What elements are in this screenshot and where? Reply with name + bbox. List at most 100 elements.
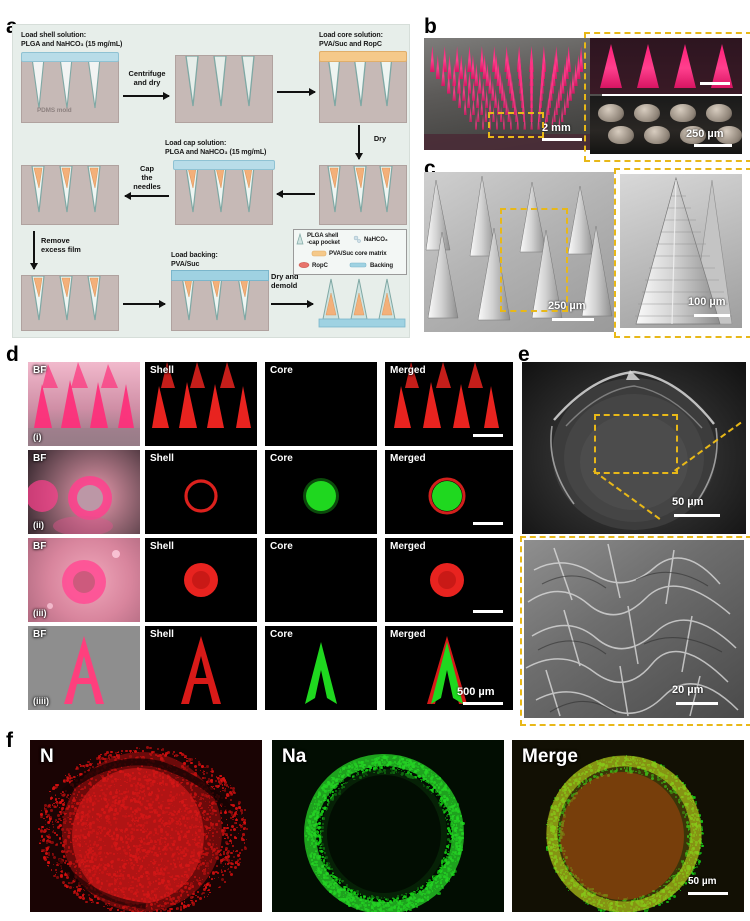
- panel-a-schematic: Load shell solution: PLGA and NaHCO₃ (15…: [12, 24, 410, 338]
- arrow-cap-label: Cap the needles: [125, 165, 169, 192]
- step5-caption: Load cap solution: PLGA and NaHCO₃ (15 m…: [165, 139, 317, 156]
- panel-d-row2-tag: (iii): [33, 608, 47, 618]
- panel-d-row3-tag: (iiii): [33, 696, 49, 706]
- panel-d-row3-core: Core: [265, 626, 377, 710]
- panel-f-na-structure: [272, 740, 504, 912]
- legend-item-3-label: RopC: [312, 262, 328, 269]
- arrow-dry-label: Dry: [367, 135, 393, 144]
- panel-d-row0-bf-label: BF: [33, 365, 46, 376]
- panel-d-row0-merged: Merged: [385, 362, 513, 446]
- panel-d-row1-scalebar: [473, 522, 503, 525]
- panel-f-merge-label: Merge: [522, 746, 578, 768]
- arrow-plain-1: [277, 91, 315, 93]
- panel-d-row1-tag: (ii): [33, 520, 44, 530]
- panel-d-row1-merged: Merged: [385, 450, 513, 534]
- step1-caption: Load shell solution: PLGA and NaHCO₃ (15…: [21, 31, 171, 48]
- panel-d-row3-core-label: Core: [270, 629, 293, 640]
- arrow-dry: [358, 125, 360, 159]
- panel-d-row1-shell-label: Shell: [150, 453, 174, 464]
- panel-d-row1-bf-label: BF: [33, 453, 46, 464]
- step5-cavities: [176, 166, 272, 224]
- panel-d-row0-bf: BF (i): [28, 362, 140, 446]
- step5-mold: [175, 165, 273, 225]
- step6-cavities: [22, 166, 118, 224]
- legend-item-2-label: PVA/Suc core matrix: [329, 250, 387, 257]
- panel-d-row2-merged: Merged: [385, 538, 513, 622]
- panel-d-row1-merged-label: Merged: [390, 453, 426, 464]
- panel-c-inset-frame: [614, 168, 750, 338]
- panel-d-row2-bf: BF (iii): [28, 538, 140, 622]
- panel-d-row2-scalebar: [473, 610, 503, 613]
- arrow-centrifuge: [123, 95, 169, 97]
- panel-e-top-scalebar: [674, 514, 720, 517]
- step7-cavities: [22, 276, 118, 330]
- arrow-remove: [33, 231, 35, 269]
- panel-d-row3-merged: Merged 500 µm: [385, 626, 513, 710]
- step3-core-film: [319, 51, 407, 62]
- panel-f-scalebar: [688, 892, 728, 895]
- panel-d-row2-shell-label: Shell: [150, 541, 174, 552]
- panel-f-n-label: N: [40, 746, 54, 768]
- panel-f-scalebar-label: 50 µm: [688, 876, 717, 887]
- step8-mold: [171, 275, 269, 331]
- panel-d-row0-tag: (i): [33, 432, 42, 442]
- legend-item-4-label: Backing: [370, 262, 393, 269]
- step9-final-patch: [317, 275, 409, 331]
- panel-d-row2-core-label: Core: [270, 541, 293, 552]
- panel-d-row2-shell: Shell: [145, 538, 257, 622]
- panel-d-row3-shell-label: Shell: [150, 629, 174, 640]
- arrow-plain-3: [123, 303, 165, 305]
- step8-backing-film: [171, 270, 269, 281]
- panel-d-row3-scalebar-label: 500 µm: [457, 686, 495, 698]
- step4-cavities: [320, 166, 406, 224]
- panel-d-row0-shell-label: Shell: [150, 365, 174, 376]
- panel-d-row0-shell: Shell: [145, 362, 257, 446]
- panel-d-row0-core-label: Core: [270, 365, 293, 376]
- panel-f-map-merge: Merge 50 µm: [512, 740, 744, 912]
- panel-b-inset-frame: [584, 32, 750, 162]
- arrow-centrifuge-label: Centrifuge and dry: [123, 70, 171, 88]
- panel-b-scalebar: [542, 138, 582, 141]
- arrow-demold: [271, 303, 313, 305]
- panel-e-roi-box: [594, 414, 678, 474]
- step3-caption: Load core solution: PVA/Suc and RopC: [319, 31, 419, 48]
- legend-item-0-label: PLGA shell -cap pocket: [307, 232, 341, 246]
- step1-sublabel: PDMS mold: [37, 107, 72, 115]
- panel-b-roi-box: [488, 112, 544, 138]
- panel-d-row1-core-label: Core: [270, 453, 293, 464]
- panel-letter-b: b: [424, 16, 437, 37]
- step6-mold: [21, 165, 119, 225]
- step3-cavities: [320, 56, 406, 122]
- panel-e-inset-frame: [520, 536, 750, 726]
- panel-d-row1-core: Core: [265, 450, 377, 534]
- step8-cavities: [172, 276, 268, 330]
- step3-mold: [319, 55, 407, 123]
- panel-d-row3-bf: BF (iiii): [28, 626, 140, 710]
- arrow-remove-label: Remove excess film: [41, 237, 105, 255]
- panel-d-row3-scalebar: [463, 702, 503, 705]
- panel-d-row1-bf: BF (ii): [28, 450, 140, 534]
- arrow-plain-2: [277, 193, 315, 195]
- panel-d-row2-merged-label: Merged: [390, 541, 426, 552]
- panel-d-row0-scalebar: [473, 434, 503, 437]
- panel-letter-f: f: [6, 730, 13, 751]
- step4-mold: [319, 165, 407, 225]
- panel-a-legend: PLGA shell -cap pocket NaHCO₃ PVA/Suc co…: [293, 229, 407, 275]
- panel-d-row3-merged-label: Merged: [390, 629, 426, 640]
- step2-cavities: [176, 56, 272, 122]
- step8-caption: Load backing: PVA/Suc: [171, 251, 267, 268]
- panel-letter-d: d: [6, 344, 19, 365]
- step2-mold: [175, 55, 273, 123]
- panel-f-map-n: N: [30, 740, 262, 912]
- panel-d-row0-core: Core: [265, 362, 377, 446]
- panel-d-row3-bf-label: BF: [33, 629, 46, 640]
- panel-d-row2-core: Core: [265, 538, 377, 622]
- step9-needles: [317, 275, 409, 331]
- legend-item-1-label: NaHCO₃: [364, 236, 388, 243]
- step1-shell-film: [21, 52, 119, 62]
- panel-e-top-scalebar-label: 50 µm: [672, 496, 703, 508]
- panel-c-scalebar: [552, 318, 594, 321]
- panel-d-row1-shell: Shell: [145, 450, 257, 534]
- panel-d-row2-bf-label: BF: [33, 541, 46, 552]
- panel-c-roi-box: [500, 208, 568, 312]
